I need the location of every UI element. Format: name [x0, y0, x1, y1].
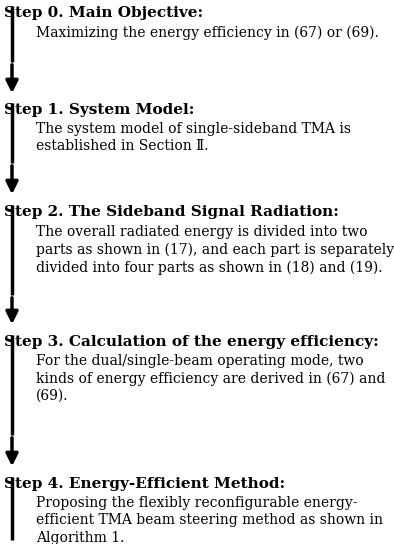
Text: Step 1. System Model:: Step 1. System Model: [4, 103, 194, 117]
Text: Proposing the flexibly reconfigurable energy‑
efficient TMA beam steering method: Proposing the flexibly reconfigurable en… [36, 496, 383, 544]
Text: Step 4. Energy-Efficient Method:: Step 4. Energy-Efficient Method: [4, 477, 285, 491]
Text: The overall radiated energy is divided into two
parts as shown in (17), and each: The overall radiated energy is divided i… [36, 225, 394, 275]
Text: Step 0. Main Objective:: Step 0. Main Objective: [4, 6, 203, 20]
Text: Step 2. The Sideband Signal Radiation:: Step 2. The Sideband Signal Radiation: [4, 205, 339, 219]
Text: For the dual/single‑beam operating mode, two
kinds of energy efficiency are deri: For the dual/single‑beam operating mode,… [36, 354, 385, 403]
Text: Maximizing the energy efficiency in (67) or (69).: Maximizing the energy efficiency in (67)… [36, 26, 379, 40]
Text: Step 3. Calculation of the energy efficiency:: Step 3. Calculation of the energy effici… [4, 335, 379, 349]
Text: The system model of single‑sideband TMA is
established in Section Ⅱ.: The system model of single‑sideband TMA … [36, 122, 351, 153]
